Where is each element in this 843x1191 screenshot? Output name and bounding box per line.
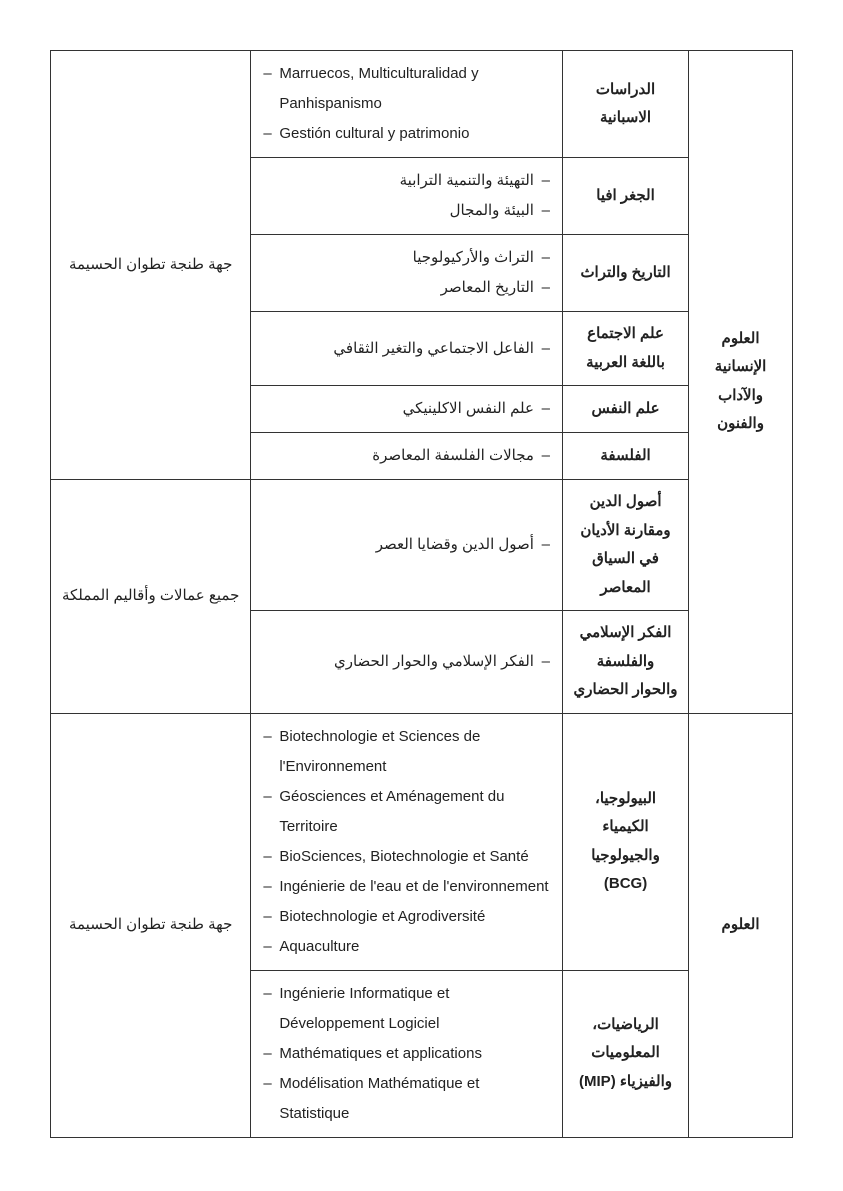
items-cell: Biotechnologie et Sciences de l'Environn… xyxy=(251,713,563,970)
region-cell: جهة طنجة تطوان الحسيمة xyxy=(51,713,251,1137)
subject-cell: علم الاجتماع باللغة العربية xyxy=(562,312,688,386)
list-item: Aquaculture xyxy=(261,932,552,962)
list-item: علم النفس الاكلينيكي xyxy=(261,394,552,424)
items-cell: أصول الدين وقضايا العصر xyxy=(251,480,563,611)
curriculum-table: جهة طنجة تطوان الحسيمة Marruecos, Multic… xyxy=(50,50,793,1138)
list-item: BioSciences, Biotechnologie et Santé xyxy=(261,842,552,872)
region-cell: جهة طنجة تطوان الحسيمة xyxy=(51,51,251,480)
list-item: مجالات الفلسفة المعاصرة xyxy=(261,441,552,471)
list-item: Marruecos, Multiculturalidad y Panhispan… xyxy=(261,59,552,119)
list-item: Mathématiques et applications xyxy=(261,1039,552,1069)
subject-cell: الجغر افيا xyxy=(562,158,688,235)
subject-cell: التاريخ والتراث xyxy=(562,235,688,312)
subject-cell: الدراسات الاسبانية xyxy=(562,51,688,158)
list-item: Biotechnologie et Sciences de l'Environn… xyxy=(261,722,552,782)
subject-cell: البيولوجيا، الكيمياء والجيولوجيا (BCG) xyxy=(562,713,688,970)
subject-cell: الفلسفة xyxy=(562,433,688,480)
items-cell: التراث والأركيولوجيا التاريخ المعاصر xyxy=(251,235,563,312)
region-cell: جميع عمالات وأقاليم المملكة xyxy=(51,480,251,714)
items-cell: Marruecos, Multiculturalidad y Panhispan… xyxy=(251,51,563,158)
domain-cell: العلوم xyxy=(689,713,793,1137)
list-item: أصول الدين وقضايا العصر xyxy=(261,530,552,560)
list-item: Ingénierie de l'eau et de l'environnemen… xyxy=(261,872,552,902)
items-cell: علم النفس الاكلينيكي xyxy=(251,386,563,433)
list-item: Gestión cultural y patrimonio xyxy=(261,119,552,149)
list-item: Modélisation Mathématique et Statistique xyxy=(261,1069,552,1129)
subject-cell: علم النفس xyxy=(562,386,688,433)
items-cell: الفاعل الاجتماعي والتغير الثقافي xyxy=(251,312,563,386)
list-item: Ingénierie Informatique et Développement… xyxy=(261,979,552,1039)
items-cell: الفكر الإسلامي والحوار الحضاري xyxy=(251,611,563,714)
subject-cell: الرياضيات، المعلوميات والفيزياء (MIP) xyxy=(562,970,688,1137)
list-item: الفاعل الاجتماعي والتغير الثقافي xyxy=(261,334,552,364)
domain-cell: العلوم الإنسانية والآداب والفنون xyxy=(689,51,793,714)
list-item: البيئة والمجال xyxy=(261,196,552,226)
list-item: الفكر الإسلامي والحوار الحضاري xyxy=(261,647,552,677)
list-item: Biotechnologie et Agrodiversité xyxy=(261,902,552,932)
items-cell: مجالات الفلسفة المعاصرة xyxy=(251,433,563,480)
list-item: التاريخ المعاصر xyxy=(261,273,552,303)
subject-cell: أصول الدين ومقارنة الأديان في السياق الم… xyxy=(562,480,688,611)
list-item: Géosciences et Aménagement du Territoire xyxy=(261,782,552,842)
list-item: التراث والأركيولوجيا xyxy=(261,243,552,273)
subject-cell: الفكر الإسلامي والفلسفة والحوار الحضاري xyxy=(562,611,688,714)
items-cell: التهيئة والتنمية الترابية البيئة والمجال xyxy=(251,158,563,235)
list-item: التهيئة والتنمية الترابية xyxy=(261,166,552,196)
items-cell: Ingénierie Informatique et Développement… xyxy=(251,970,563,1137)
